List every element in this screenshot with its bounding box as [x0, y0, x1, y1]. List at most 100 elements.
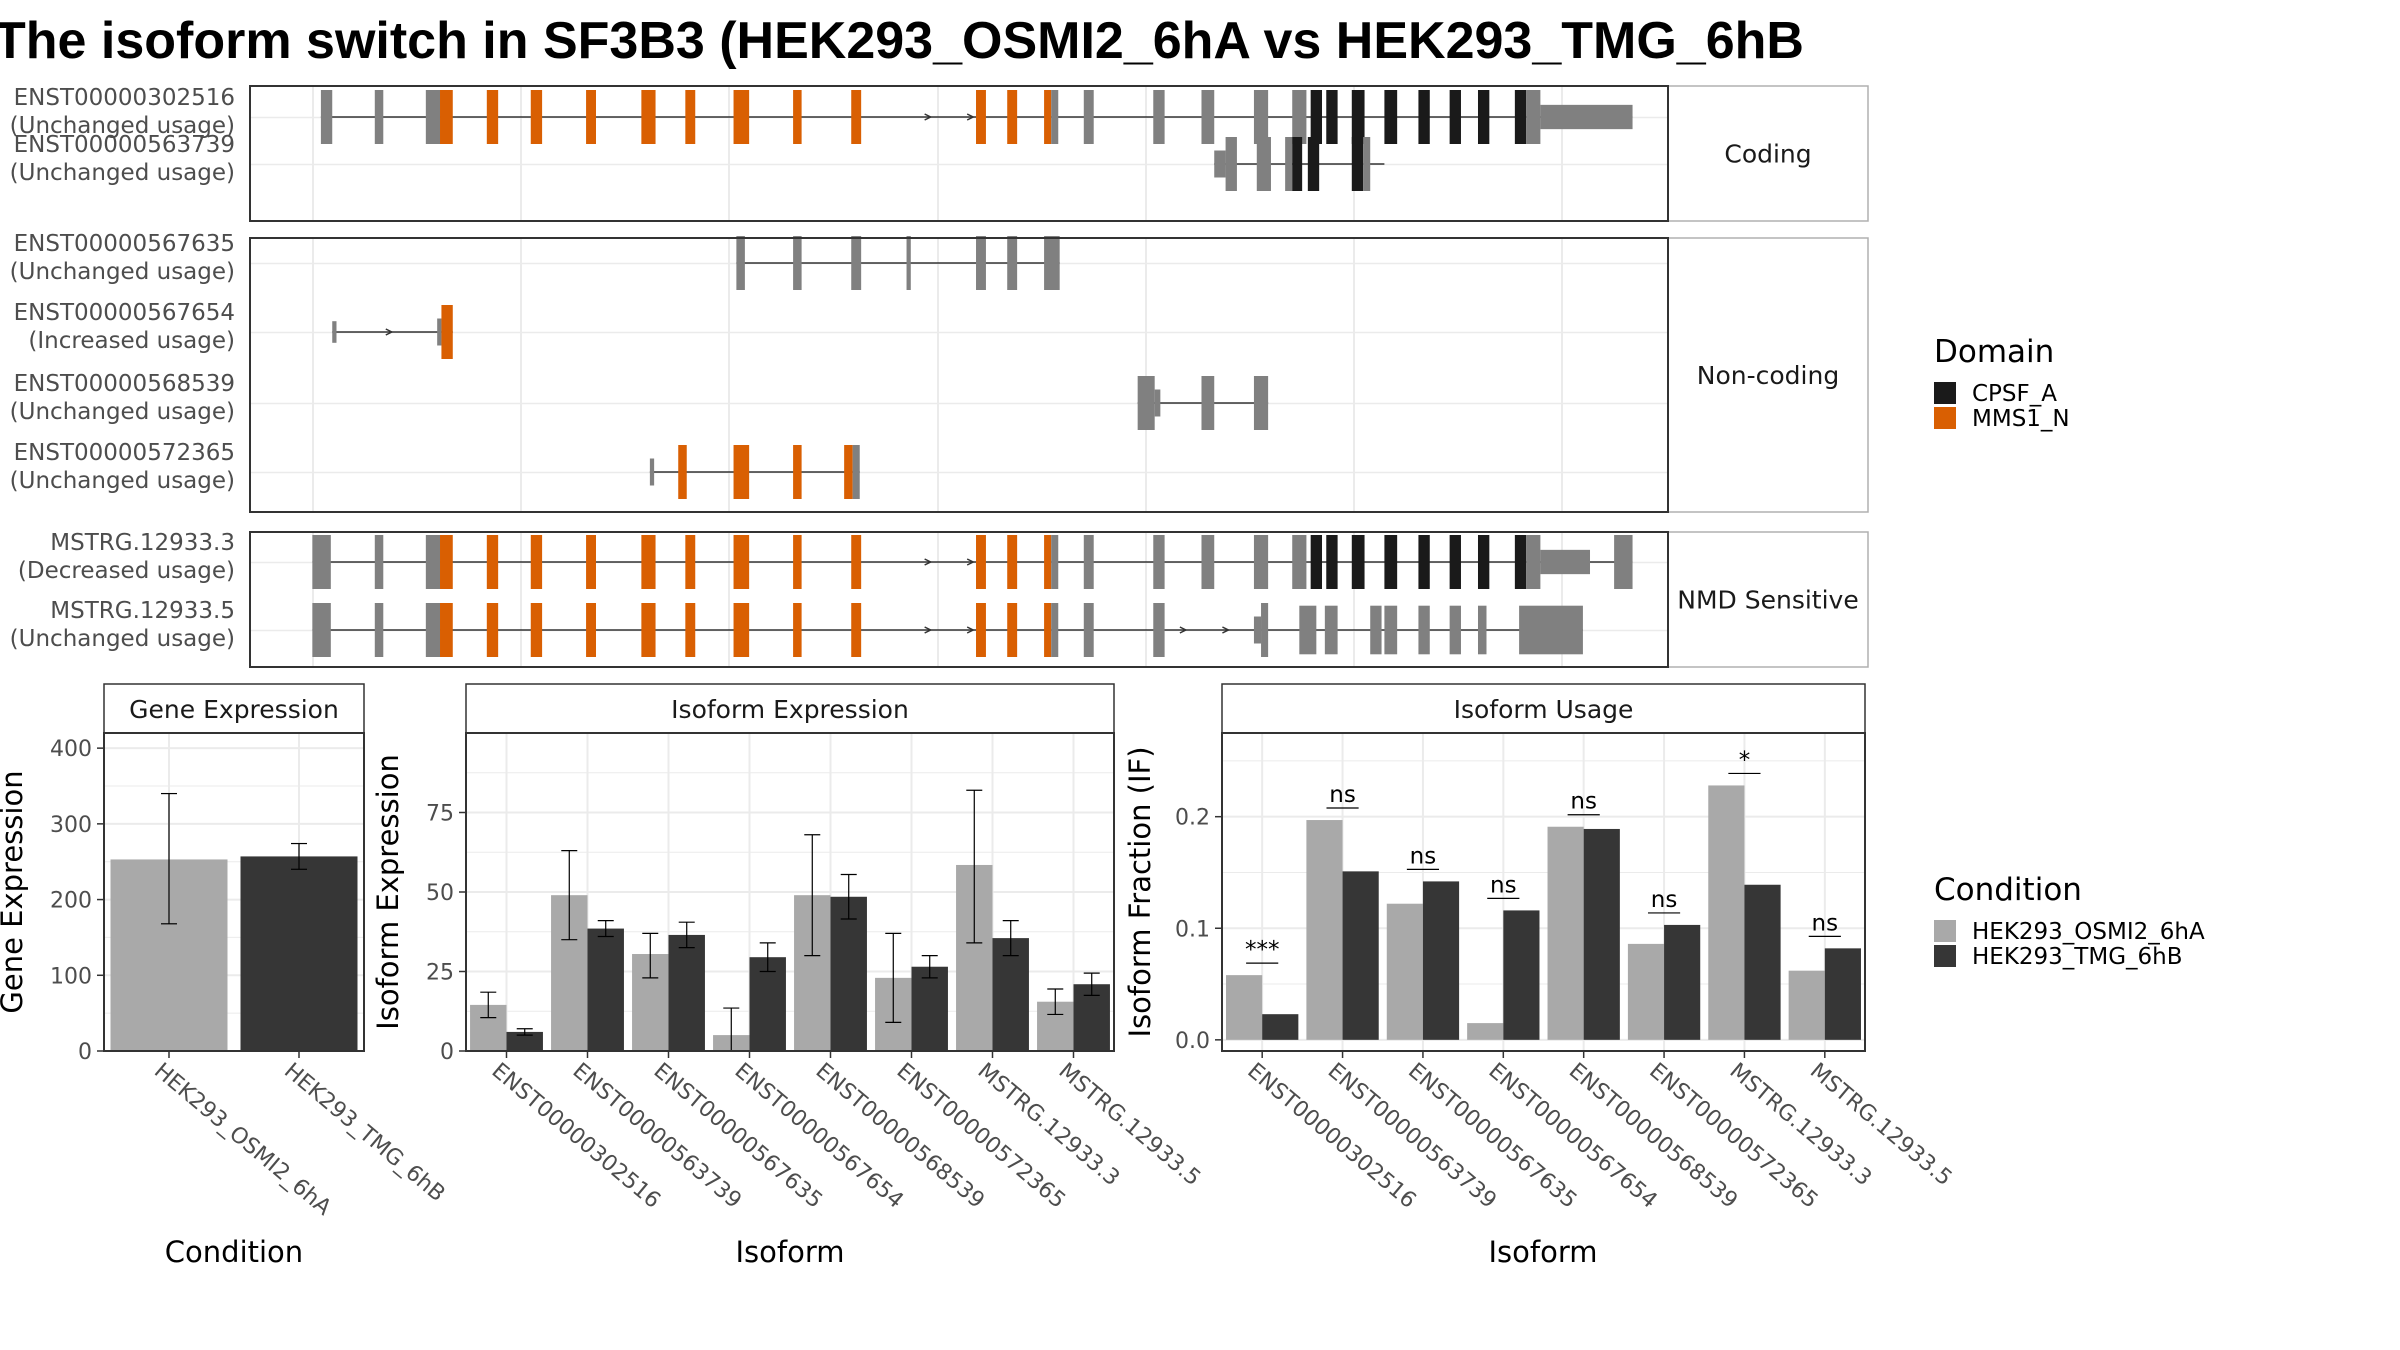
bar [1262, 1014, 1299, 1040]
legend-swatch [1934, 407, 1956, 429]
transcript-ENST00000568539: ENST00000568539(Unchanged usage) [10, 371, 1269, 430]
exon [425, 535, 441, 589]
panel-border [1221, 732, 1866, 1052]
exon [437, 318, 442, 346]
legend-swatch [1934, 945, 1956, 967]
legend-item-label: CPSF_A [1972, 381, 2057, 407]
error-bar [597, 920, 614, 938]
x-tick-label: MSTRG.12933.3 [973, 1058, 1124, 1191]
exon [1253, 90, 1269, 144]
exon-mms1-domain [793, 535, 802, 589]
exon [736, 236, 745, 290]
bar [830, 896, 867, 1051]
transcript-usage-label: (Unchanged usage) [10, 160, 235, 186]
legend-title: Condition [1934, 872, 2082, 908]
significance-label: ns [1490, 872, 1517, 898]
y-tick-label: 25 [426, 961, 454, 986]
y-tick-label: 0.0 [1175, 1029, 1210, 1054]
exon [1418, 605, 1430, 655]
exon-cpsf-domain [1326, 90, 1338, 144]
transcript-id-label: ENST00000568539 [14, 371, 235, 397]
chart-title: Isoform Usage [1454, 695, 1634, 724]
panel-border [249, 531, 1669, 668]
exon [1201, 535, 1215, 589]
exon-cpsf-domain [1310, 90, 1323, 144]
exon-mms1-domain [586, 603, 596, 657]
exon-mms1-domain [530, 603, 543, 657]
exon-mms1-domain [793, 445, 802, 499]
exon [1083, 603, 1094, 657]
exon [1214, 150, 1226, 178]
exon-mms1-domain [440, 90, 453, 144]
error-bar [804, 834, 821, 957]
chart-strip [465, 683, 1115, 734]
exon-cpsf-domain [1351, 90, 1365, 144]
bar [1342, 871, 1379, 1040]
strand-arrow [966, 558, 975, 566]
significance-marker: * [1728, 747, 1761, 775]
error-bar [966, 789, 983, 944]
significance-marker: *** [1245, 937, 1279, 964]
exon-mms1-domain [733, 535, 750, 589]
exon-mms1-domain [486, 90, 499, 144]
exon-cpsf-domain [1514, 535, 1527, 589]
exon [1253, 535, 1269, 589]
isoform-expression-chart: Isoform Expression 0 25 50 75 Isoform Express… [371, 683, 1205, 1269]
transcript-ENST00000567654: ENST00000567654(Increased usage) [14, 300, 453, 359]
exon-mms1-domain [976, 90, 986, 144]
y-tick-label: 50 [426, 881, 454, 906]
significance-marker: ns [1406, 843, 1440, 871]
exon-mms1-domain [530, 90, 543, 144]
bar [1503, 910, 1540, 1040]
exon-cpsf-domain [1326, 535, 1338, 589]
exon [852, 445, 860, 499]
error-bar [561, 850, 578, 941]
legend-item-label: HEK293_OSMI2_6hA [1972, 919, 2205, 945]
exon-mms1-domain [976, 535, 986, 589]
strand-arrow [966, 113, 975, 121]
exon-mms1-domain [441, 305, 453, 359]
exon [374, 90, 384, 144]
exon-mms1-domain [851, 535, 862, 589]
exon [374, 535, 384, 589]
x-tick-label: MSTRG.12933.5 [1054, 1058, 1205, 1191]
exon-cpsf-domain [1477, 535, 1490, 589]
error-bar [1083, 972, 1100, 996]
x-axis-label: Isoform [735, 1235, 844, 1269]
panel-border [465, 732, 1115, 1052]
exon-cpsf-domain [1477, 90, 1490, 144]
exon-mms1-domain [641, 90, 656, 144]
exon [1253, 376, 1269, 430]
exon [906, 236, 911, 290]
exon [1285, 137, 1293, 191]
y-tick-label: 0.2 [1175, 806, 1210, 831]
transcript-usage-label: (Increased usage) [28, 328, 235, 354]
significance-marker: ns [1647, 887, 1681, 914]
exon-mms1-domain [733, 603, 750, 657]
x-tick-label: MSTRG.12933.5 [1805, 1058, 1956, 1191]
exon-mms1-domain [1044, 603, 1052, 657]
strand-arrow [1179, 626, 1188, 634]
chart-strip [1221, 683, 1866, 734]
transcript-usage-label: (Unchanged usage) [10, 259, 235, 285]
legend-title: Domain [1934, 334, 2054, 370]
significance-label: ns [1651, 887, 1678, 913]
exon-cpsf-domain [1307, 137, 1320, 191]
bar [1583, 828, 1620, 1040]
y-axis-label: Gene Expression [0, 770, 29, 1013]
significance-marker: ns [1326, 782, 1359, 809]
error-bar [921, 954, 938, 979]
y-tick-label: 75 [426, 802, 454, 827]
exon [976, 236, 986, 290]
exon-mms1-domain [733, 445, 750, 499]
exon-mms1-domain [586, 535, 596, 589]
exon-cpsf-domain [1384, 90, 1398, 144]
y-tick-label: 0 [440, 1040, 454, 1065]
error-bar [678, 921, 695, 949]
panel-border [103, 732, 365, 1052]
strand-arrow [966, 626, 975, 634]
significance-label: ns [1329, 782, 1356, 808]
